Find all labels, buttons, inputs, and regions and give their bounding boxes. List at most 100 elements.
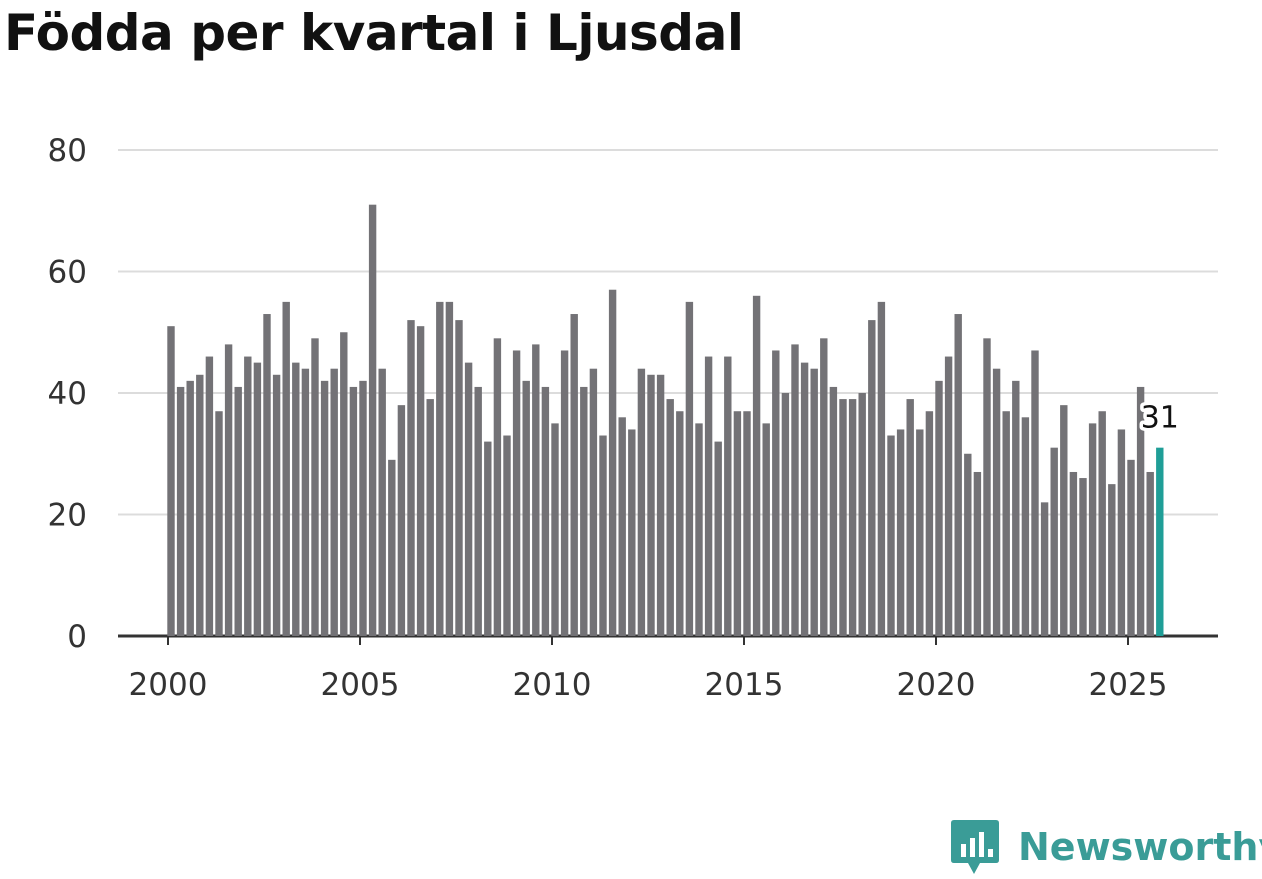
bar: [186, 380, 194, 636]
bar: [925, 411, 934, 636]
bar: [340, 332, 348, 636]
bar: [532, 344, 540, 636]
newsworthy-logo-icon: [951, 820, 999, 874]
bar: [196, 374, 204, 636]
bar: [781, 393, 790, 636]
bar: [215, 411, 223, 636]
x-tick-label: 2010: [513, 667, 592, 703]
bar: [1127, 459, 1135, 636]
bar: [330, 368, 338, 636]
bar: [445, 301, 454, 637]
bar: [1040, 502, 1049, 636]
bar: [944, 356, 953, 636]
bar: [695, 423, 703, 637]
bar: [388, 459, 396, 636]
bar: [320, 380, 329, 636]
bar: [292, 362, 300, 637]
bar: [205, 356, 214, 636]
bar: [829, 386, 838, 636]
bar: [1117, 429, 1126, 636]
y-tick-label: 60: [48, 255, 87, 291]
bar: [1108, 484, 1116, 637]
bar: [378, 368, 386, 636]
bar: [176, 386, 185, 636]
bar: [743, 411, 751, 636]
bar: [282, 301, 290, 637]
bar: [992, 368, 1001, 636]
bar: [541, 386, 550, 636]
bar: [618, 417, 626, 636]
bar: [666, 399, 674, 636]
bar: [1031, 350, 1039, 636]
bar: [522, 380, 530, 636]
bar: [935, 380, 943, 636]
brand-logo: Newsworthy: [950, 818, 1262, 876]
y-axis-ticks: 0 20 40 60 80: [48, 133, 87, 655]
bar: [512, 350, 521, 636]
bar: [253, 362, 262, 637]
bar: [551, 423, 559, 637]
bar: [368, 204, 377, 636]
y-tick-label: 40: [48, 376, 87, 412]
bar: [1146, 471, 1154, 636]
bar: [848, 399, 857, 636]
bar: [560, 350, 569, 636]
annotation-label: 31: [1141, 401, 1179, 436]
brand-name: Newsworthy: [1018, 825, 1262, 869]
bar: [973, 471, 982, 636]
x-axis-ticks: 2000 2005 2010 2015 2020 2025: [129, 636, 1168, 703]
bar: [416, 326, 425, 636]
bar: [1098, 411, 1106, 636]
bar: [733, 411, 742, 636]
bar: [474, 386, 482, 636]
bar: [877, 301, 886, 637]
bar: [224, 344, 233, 636]
bar: [954, 314, 962, 636]
bar: [1079, 478, 1087, 636]
bar: [503, 435, 511, 636]
y-tick-label: 80: [48, 133, 87, 169]
bar: [407, 320, 415, 636]
bar: [656, 374, 665, 636]
bar: [820, 338, 828, 636]
bar: [426, 399, 434, 636]
bar: [752, 295, 761, 636]
bar: [810, 368, 818, 636]
bar: [1050, 447, 1058, 636]
bar: [263, 314, 271, 636]
bar: [868, 320, 876, 636]
y-tick-label: 20: [48, 498, 87, 534]
bar: [858, 393, 866, 636]
bar: [580, 386, 588, 636]
bar: [762, 423, 770, 637]
bar: [570, 314, 578, 636]
bar: [349, 386, 358, 636]
chart-title: Födda per kvartal i Ljusdal: [4, 4, 744, 62]
bar: [464, 362, 473, 637]
bar: [397, 405, 406, 636]
bar: [791, 344, 799, 636]
bar: [1136, 386, 1145, 636]
bar: [589, 368, 598, 636]
x-tick-label: 2015: [705, 667, 784, 703]
bar: [772, 350, 780, 636]
x-tick-label: 2025: [1089, 667, 1168, 703]
bar: [1021, 417, 1030, 636]
bar: [272, 374, 281, 636]
x-tick-label: 2000: [129, 667, 208, 703]
bar: [896, 429, 905, 636]
bar: [608, 289, 617, 636]
bar: [685, 301, 694, 637]
bar: [964, 453, 972, 636]
bar: [311, 338, 319, 636]
bar: [916, 429, 924, 636]
bar: [1060, 405, 1068, 636]
bar: [704, 356, 713, 636]
bar: [484, 441, 492, 636]
bar: [724, 356, 732, 636]
bar: [455, 320, 463, 636]
bar: [301, 368, 310, 636]
bar: [714, 441, 722, 636]
bar: [167, 326, 175, 636]
